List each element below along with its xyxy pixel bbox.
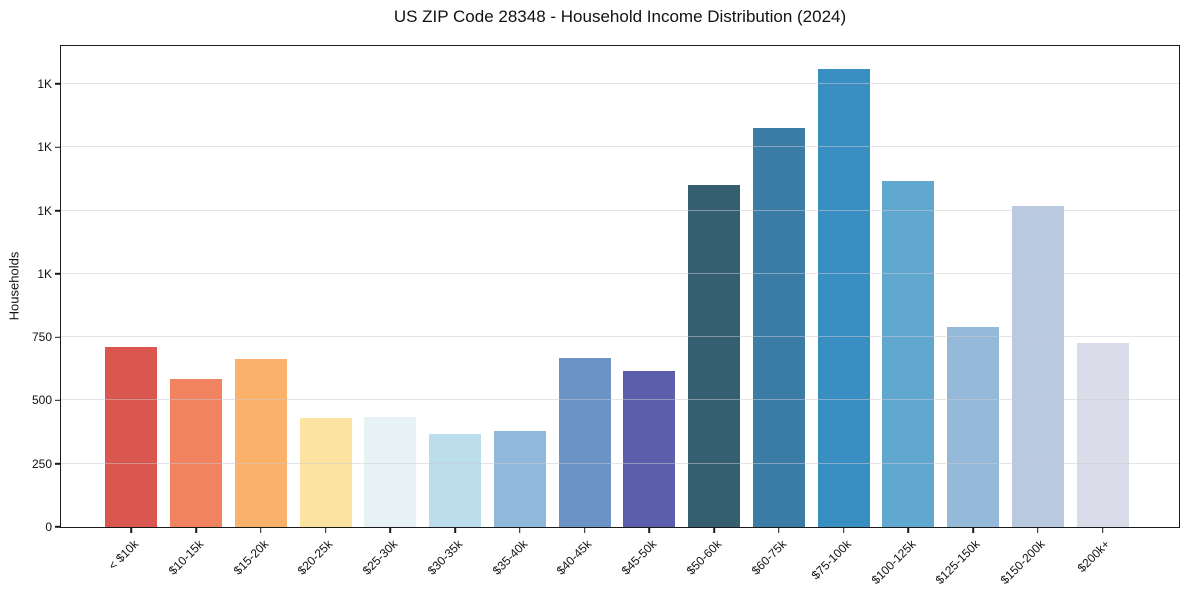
x-tick-mark: [972, 528, 974, 533]
y-tick-mark: [55, 462, 61, 465]
y-tick-label: 250: [31, 456, 52, 471]
x-tick-label: $100-125k: [868, 537, 919, 588]
x-tick-mark: [583, 528, 586, 533]
bar: [882, 180, 935, 527]
y-tick-label: 0: [45, 520, 52, 534]
category-slot: $10-15k: [164, 46, 229, 578]
x-tick-label: $150-200k: [997, 537, 1048, 588]
bar: [817, 68, 870, 527]
bar: [752, 128, 805, 527]
y-tick-label: 750: [31, 330, 52, 345]
x-tick-label: $20-25k: [294, 537, 336, 578]
x-tick-label: $75-100k: [808, 537, 854, 583]
x-tick-label: $40-45k: [553, 537, 595, 578]
x-tick-mark: [842, 528, 845, 533]
category-slot: $125-150k: [933, 46, 1006, 587]
y-tick-mark: [55, 146, 61, 149]
y-tick-mark: [55, 83, 61, 85]
y-tick-mark: [55, 526, 61, 528]
category-slot: $25-30k: [358, 46, 423, 578]
category-slot: $30-35k: [423, 46, 488, 578]
x-tick-mark: [648, 528, 651, 533]
x-tick-mark: [1037, 528, 1039, 533]
y-tick-label: 500: [31, 393, 52, 408]
category-slot: $75-100k: [808, 46, 876, 582]
bar: [623, 371, 676, 527]
category-slot: $100-125k: [868, 46, 941, 587]
bar: [493, 431, 546, 527]
x-tick-label: $15-20k: [230, 537, 271, 578]
x-tick-mark: [907, 528, 910, 533]
bars-layer: < $10k $10-15k $15-20k $20-25k $25-30k $30-35…: [61, 46, 1179, 587]
bar: [1076, 343, 1129, 527]
x-tick-label: < $10k: [105, 537, 142, 573]
plot-area: < $10k $10-15k $15-20k $20-25k $25-30k $30-35…: [32, 45, 1180, 587]
x-tick-mark: [260, 528, 262, 533]
x-tick-label: $50-60k: [683, 537, 725, 578]
category-slot: $35-40k: [488, 46, 553, 578]
x-tick-label: $10-15k: [165, 537, 207, 578]
bar: [105, 347, 158, 527]
x-tick-mark: [1101, 528, 1104, 533]
y-tick-mark: [55, 336, 61, 338]
y-tick-label: 1K: [37, 140, 52, 155]
bar: [234, 359, 287, 527]
y-tick-label: 1K: [37, 203, 52, 218]
bar: [364, 417, 417, 527]
y-tick-mark: [55, 399, 61, 402]
bar: [1011, 205, 1064, 527]
category-slot: $50-60k: [682, 46, 747, 578]
bar: [429, 434, 482, 527]
category-slot: < $10k: [99, 46, 164, 573]
x-tick-mark: [713, 528, 715, 533]
y-tick-mark: [55, 209, 61, 212]
category-slot: $20-25k: [293, 46, 358, 578]
bar: [558, 357, 611, 527]
y-tick-label: 1K: [37, 76, 52, 91]
y-tick-label: 1K: [37, 266, 52, 281]
y-axis-label: Households: [6, 251, 22, 321]
x-tick-mark: [519, 528, 521, 533]
category-slot: $40-45k: [552, 46, 617, 578]
chart-title: US ZIP Code 28348 - Household Income Dis…: [393, 7, 847, 26]
category-slot: $60-75k: [747, 46, 812, 578]
category-slot: $15-20k: [229, 46, 294, 578]
x-tick-label: $35-40k: [489, 537, 530, 578]
bar: [947, 326, 1000, 527]
bar: [688, 184, 741, 527]
x-tick-label: $30-35k: [424, 537, 466, 578]
x-tick-label: $125-150k: [933, 537, 984, 588]
x-tick-label: $200k+: [1074, 537, 1113, 575]
category-slot: $150-200k: [998, 46, 1071, 587]
category-slot: $200k+: [1070, 46, 1135, 575]
x-tick-mark: [130, 528, 133, 533]
x-tick-mark: [324, 528, 327, 533]
x-tick-label: $45-50k: [618, 537, 660, 578]
x-tick-mark: [389, 528, 392, 533]
bar: [170, 379, 223, 527]
x-tick-mark: [778, 528, 780, 533]
category-slot: $45-50k: [617, 46, 682, 578]
bar: [299, 418, 352, 527]
x-tick-mark: [454, 528, 456, 533]
x-tick-label: $60-75k: [748, 537, 789, 578]
x-tick-mark: [195, 528, 197, 533]
x-tick-label: $25-30k: [359, 537, 401, 578]
y-tick-mark: [55, 273, 61, 275]
